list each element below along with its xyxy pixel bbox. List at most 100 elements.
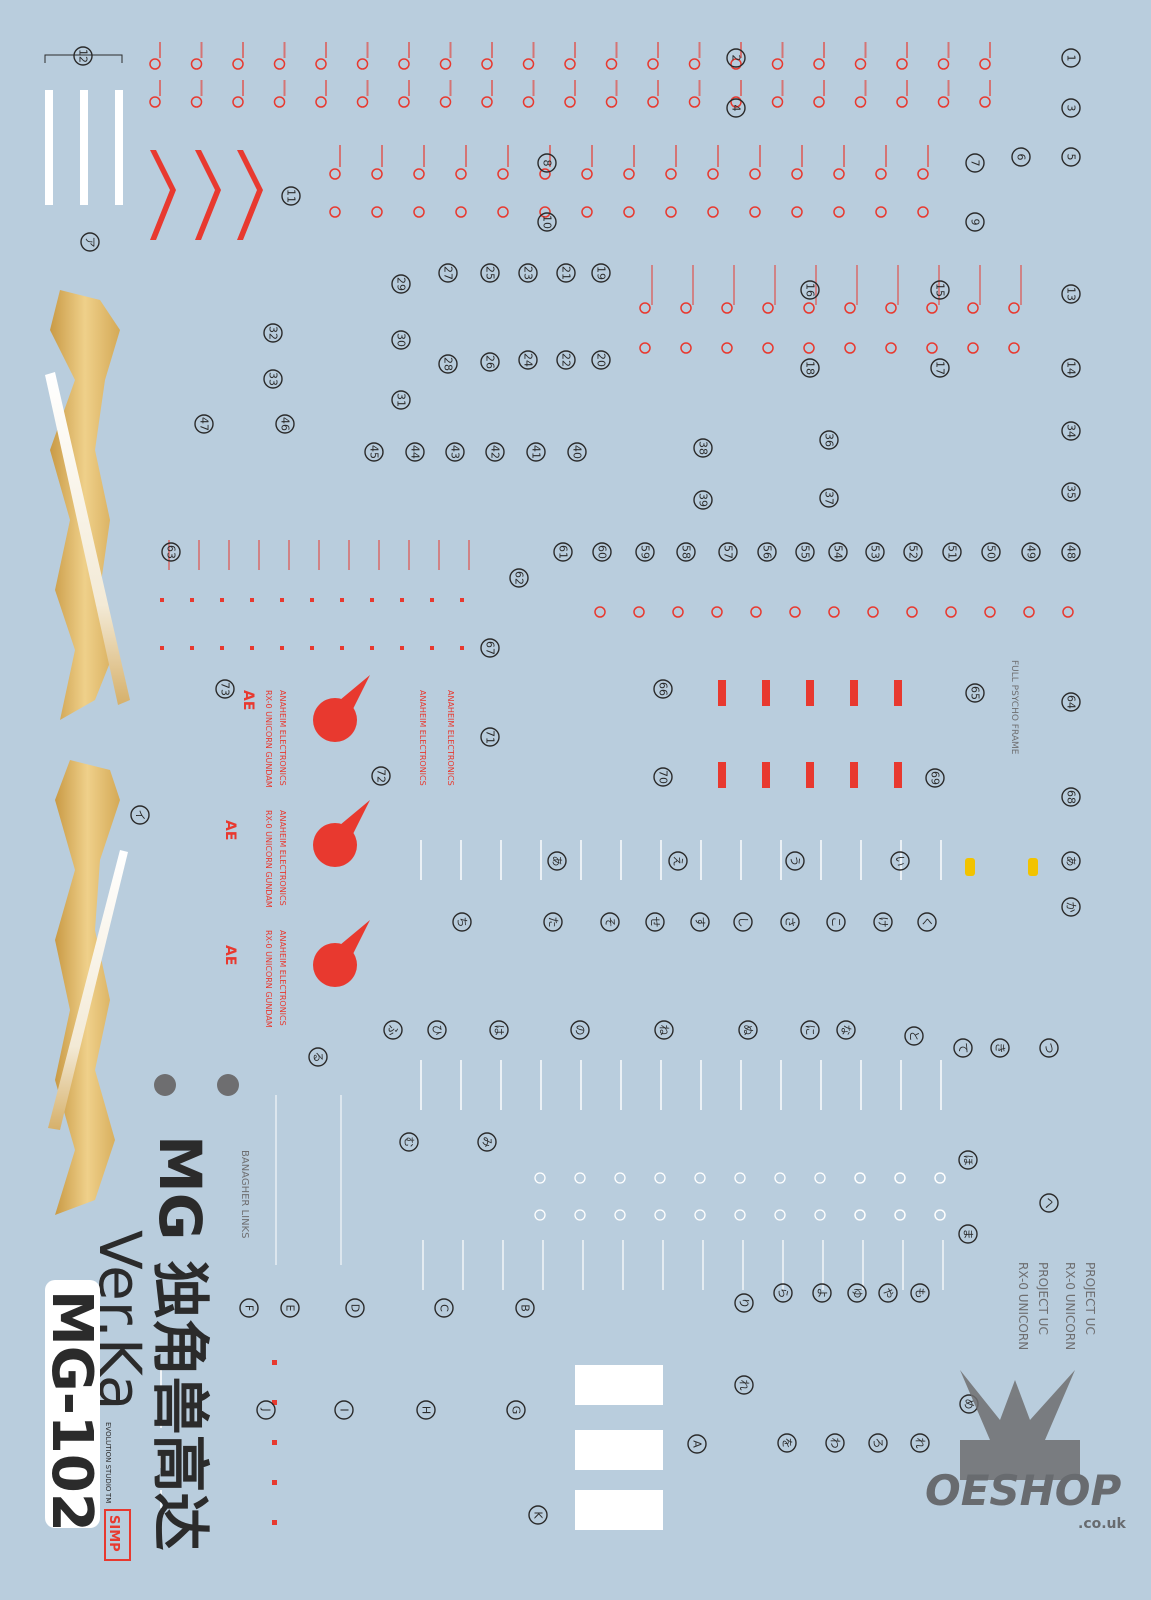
marker-circle <box>654 1020 674 1040</box>
red-dot-decal <box>310 646 314 650</box>
red-ring-decal <box>439 58 452 70</box>
marker-64: 64 <box>1061 692 1081 712</box>
white-text-decal <box>580 840 582 880</box>
red-text-decal <box>465 145 467 167</box>
title-tm: TM <box>104 1492 112 1503</box>
marker-label: え <box>672 856 685 867</box>
red-dot-decal <box>160 598 164 602</box>
anaheim-caption: ANAHEIM ELECTRONICS <box>278 810 287 906</box>
marker-circle <box>567 442 587 462</box>
marker-label: す <box>694 917 707 928</box>
white-text-decal <box>502 1240 504 1290</box>
white-text-decal <box>540 1060 542 1110</box>
white-text-decal <box>940 1060 942 1110</box>
marker-circle <box>528 1505 548 1525</box>
red-ring-decal <box>771 96 784 108</box>
marker-label: 32 <box>267 326 280 340</box>
white-text-decal <box>275 1095 277 1265</box>
marker-circle <box>256 1400 276 1420</box>
marker-label: 4 <box>730 105 743 112</box>
red-ring-decal <box>315 96 327 108</box>
red-text-decal <box>698 42 701 58</box>
marker-label: よ <box>816 1288 829 1299</box>
marker-label: へ <box>1043 1198 1056 1209</box>
red-ring-decal <box>497 168 509 180</box>
marker-24: 24 <box>518 350 538 370</box>
marker-circle <box>345 1298 365 1318</box>
marker-circle <box>480 638 500 658</box>
red-ring-decal <box>937 58 950 70</box>
marker-label: 28 <box>442 357 455 371</box>
marker-ほ: ほ <box>958 1150 978 1170</box>
unicorn-model-caption: RX-0 UNICORN <box>1016 1262 1030 1350</box>
white-text-decal <box>700 840 702 880</box>
marker-34: 34 <box>1061 421 1081 441</box>
marker-こ: こ <box>826 912 846 932</box>
red-ring-decal <box>885 302 897 314</box>
marker-circle <box>334 1400 354 1420</box>
red-text-decal <box>864 80 867 96</box>
marker-む: む <box>399 1132 419 1152</box>
marker-label: 44 <box>409 445 422 459</box>
marker-label: E <box>284 1305 297 1312</box>
marker-22: 22 <box>556 350 576 370</box>
white-ring-decal <box>614 1172 626 1184</box>
marker-14: 14 <box>1061 358 1081 378</box>
marker-circle <box>405 442 425 462</box>
red-text-decal <box>283 80 286 96</box>
red-text-decal <box>740 80 742 96</box>
marker-circle <box>653 767 673 787</box>
marker-55: 55 <box>795 542 815 562</box>
marker-label: め <box>963 1399 976 1410</box>
marker-label: 9 <box>969 219 982 226</box>
white-text-decal <box>420 840 422 880</box>
red-text-decal <box>1020 265 1022 305</box>
marker-label: う <box>789 856 802 867</box>
white-text-decal <box>942 1240 944 1290</box>
marker-circle <box>1061 358 1081 378</box>
white-text-decal <box>660 840 662 880</box>
marker-circle <box>733 912 753 932</box>
marker-36: 36 <box>819 430 839 450</box>
red-text-decal <box>938 265 940 305</box>
marker-circle <box>687 1434 707 1454</box>
marker-circle <box>130 805 150 825</box>
red-ring-decal <box>564 96 576 108</box>
marker-circle <box>537 153 557 173</box>
marker-41: 41 <box>526 442 546 462</box>
red-ring-decal <box>497 206 509 218</box>
white-text-decal <box>462 1240 464 1290</box>
marker-circle <box>480 352 500 372</box>
marker-I: I <box>334 1400 354 1420</box>
white-text-decal <box>542 1240 544 1290</box>
marker-1: 1 <box>1061 48 1081 68</box>
marker-circle <box>917 912 937 932</box>
marker-circle <box>452 912 472 932</box>
marker-56: 56 <box>757 542 777 562</box>
marker-す: す <box>690 912 710 932</box>
red-ring-decal <box>833 206 845 218</box>
marker-label: 55 <box>799 545 812 559</box>
marker-ふ: ふ <box>383 1020 403 1040</box>
marker-あ: あ <box>547 851 567 871</box>
red-text-decal <box>989 80 991 96</box>
red-ring-decal <box>749 168 761 180</box>
marker-circle <box>391 330 411 350</box>
marker-69: 69 <box>925 768 945 788</box>
red-ring-decal <box>721 342 733 354</box>
white-text-decal <box>500 840 502 880</box>
marker-label: ひ <box>431 1025 444 1036</box>
white-text-decal <box>822 1240 824 1290</box>
marker-label: に <box>804 1025 817 1036</box>
marker-circle <box>942 542 962 562</box>
marker-65: 65 <box>965 683 985 703</box>
white-text-decal <box>422 1240 424 1290</box>
watermark-text: OESHOP <box>925 1466 1121 1515</box>
marker-68: 68 <box>1061 787 1081 807</box>
marker-circle <box>693 438 713 458</box>
marker-71: 71 <box>480 727 500 747</box>
red-block-decal <box>762 762 770 788</box>
white-text-decal <box>620 840 622 880</box>
marker-circle <box>645 912 665 932</box>
marker-circle <box>873 912 893 932</box>
